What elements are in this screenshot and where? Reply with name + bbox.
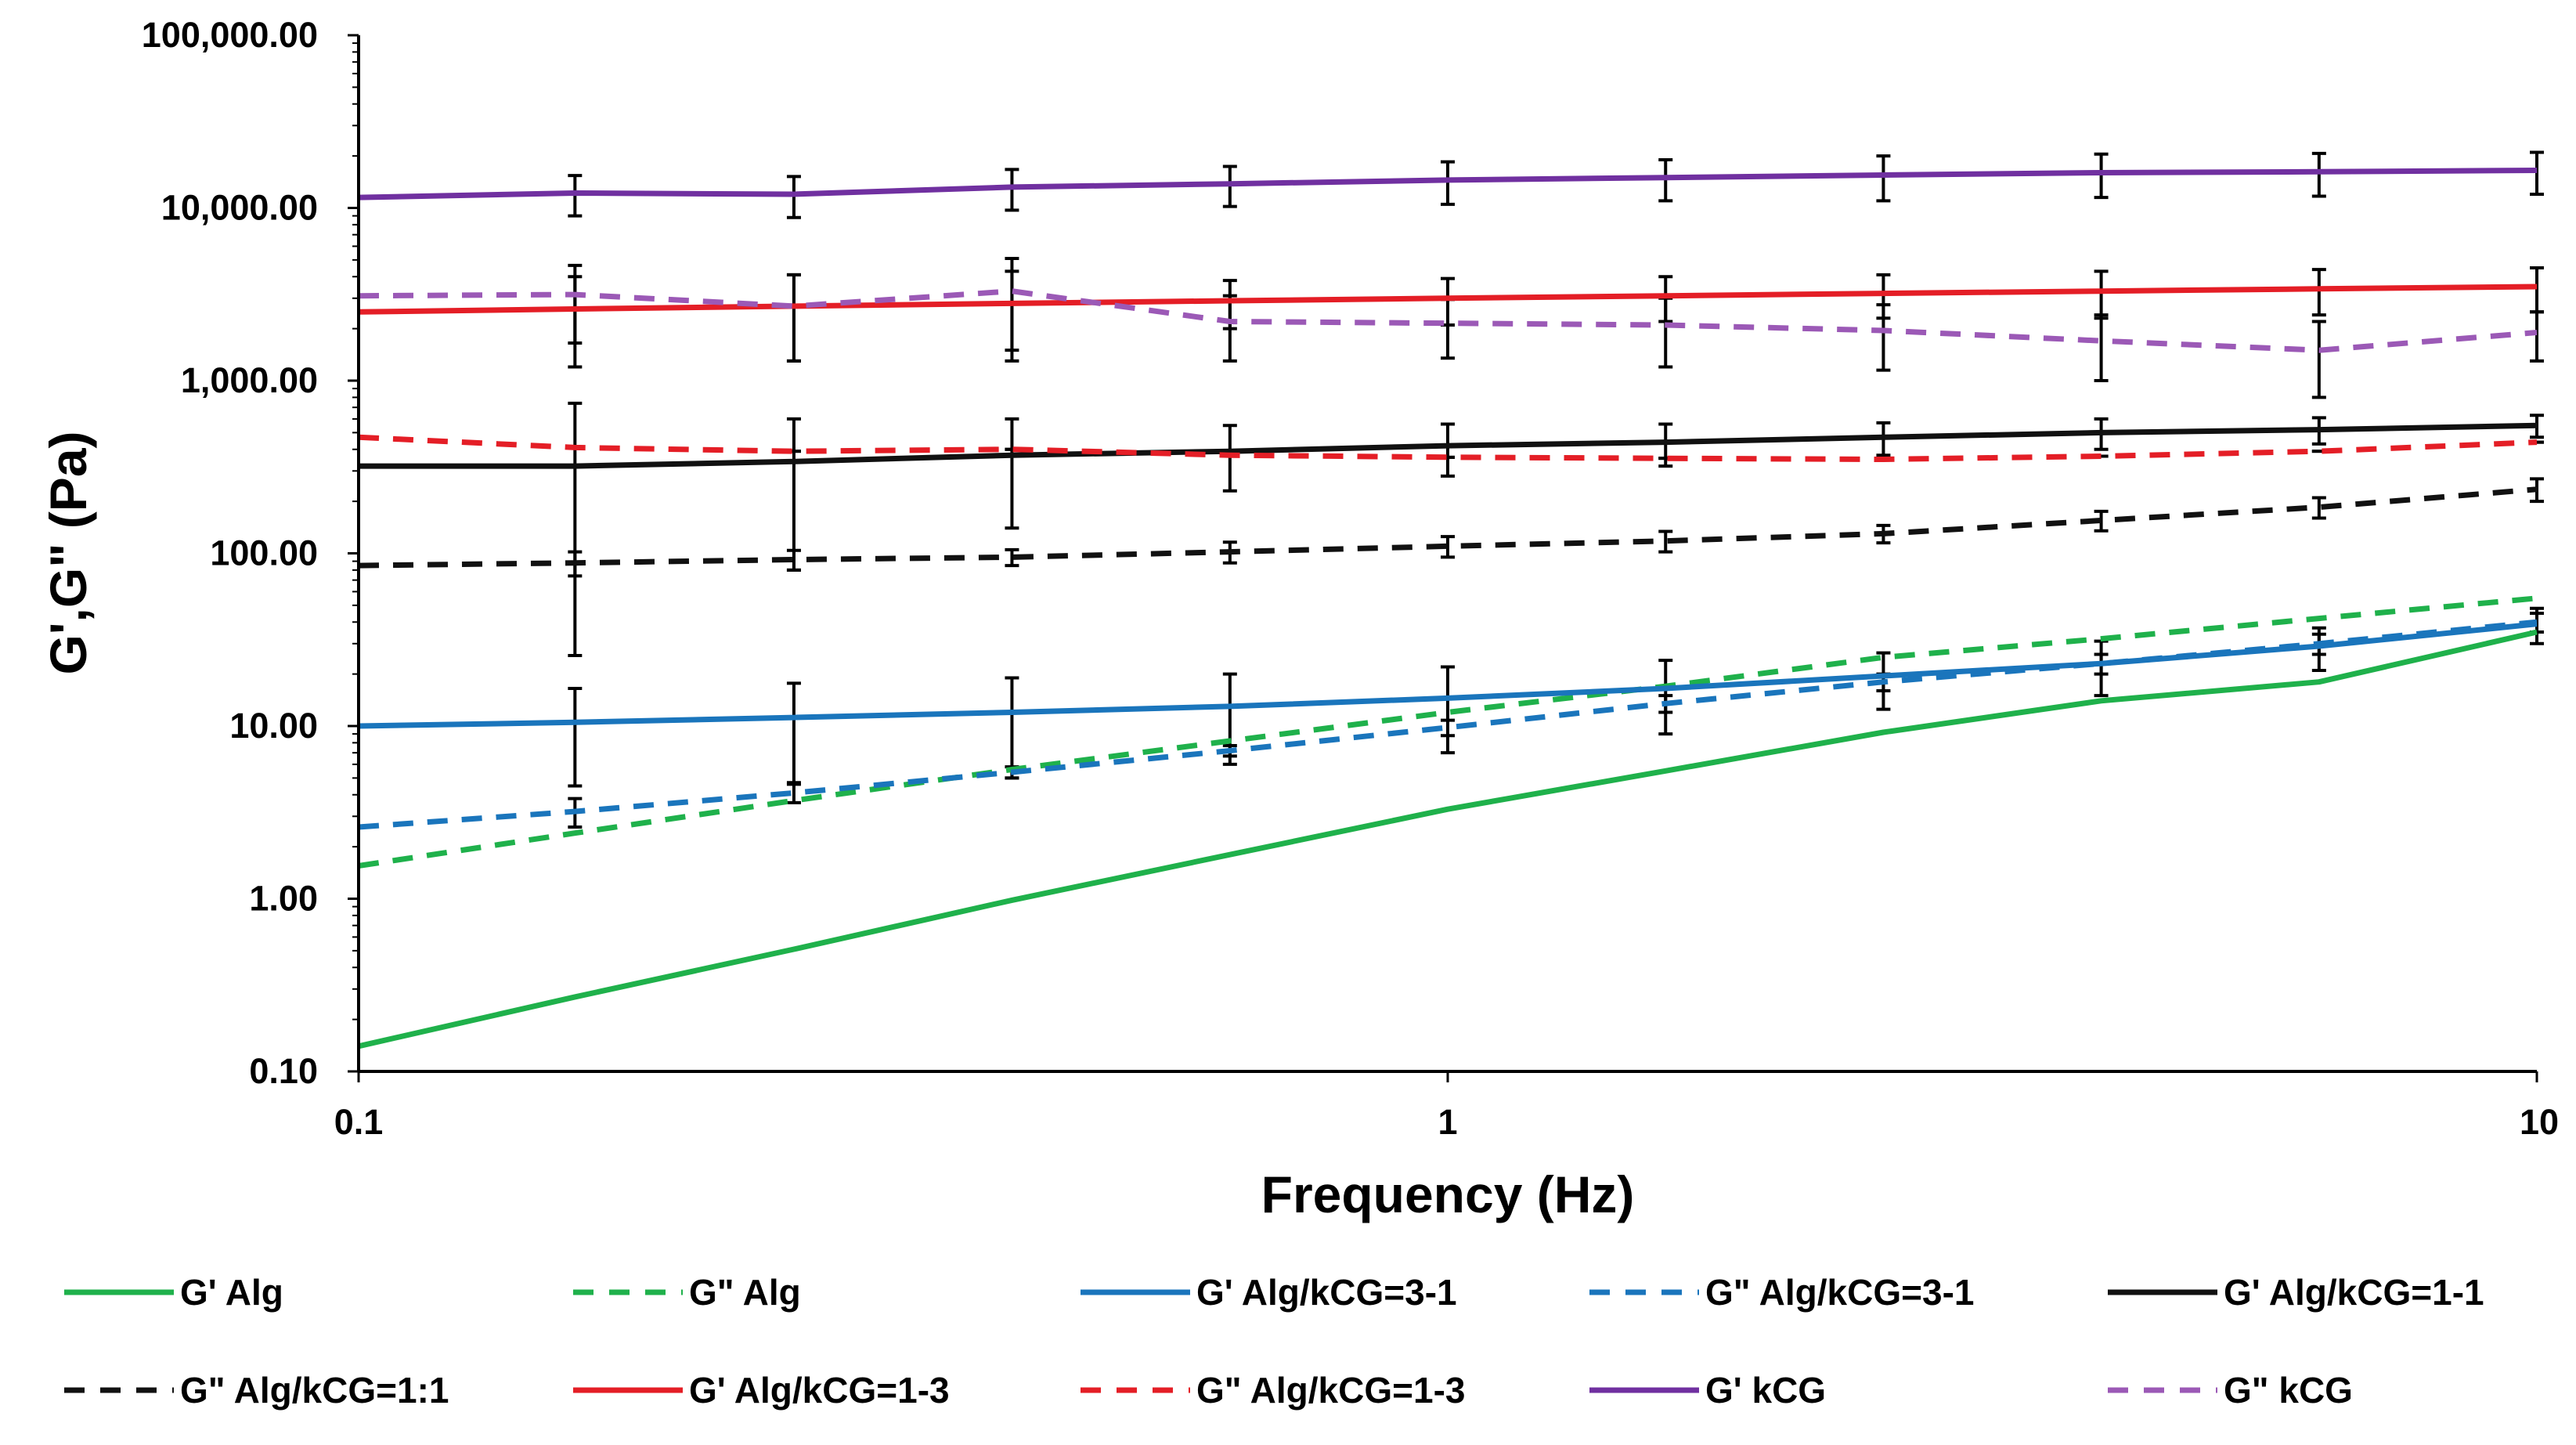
y-tick-label: 1,000.00 bbox=[181, 360, 318, 400]
error-bar bbox=[2094, 152, 2109, 200]
error-bar bbox=[2530, 310, 2544, 363]
error-bar bbox=[1441, 665, 1455, 755]
y-tick-label: 100.00 bbox=[210, 533, 318, 573]
error-bar bbox=[2094, 509, 2109, 533]
error-bar bbox=[1005, 547, 1019, 568]
x-tick-label: 10 bbox=[2520, 1102, 2559, 1142]
error-bar bbox=[2094, 269, 2109, 320]
series-line bbox=[358, 621, 2538, 729]
series-line bbox=[358, 619, 2538, 830]
legend-label: G" Alg/kCG=1:1 bbox=[180, 1370, 449, 1411]
legend-label: G' Alg/kCG=1-3 bbox=[689, 1370, 950, 1411]
legend-label: G" Alg/kCG=1-3 bbox=[1196, 1370, 1465, 1411]
error-bar bbox=[1441, 718, 1455, 738]
error-bar bbox=[2530, 150, 2544, 197]
series-line bbox=[358, 288, 2538, 353]
error-bar bbox=[568, 687, 583, 788]
series-line bbox=[358, 629, 2538, 1049]
legend-item: G' Alg/kCG=1-1 bbox=[2108, 1272, 2484, 1313]
x-tick-label: 0.1 bbox=[334, 1102, 384, 1142]
legend-item: G" kCG bbox=[2108, 1370, 2353, 1411]
error-bar bbox=[1441, 298, 1455, 360]
legend-item: G' Alg/kCG=1-3 bbox=[573, 1370, 950, 1411]
series-line bbox=[358, 284, 2538, 315]
error-bar bbox=[1005, 168, 1019, 212]
error-bar bbox=[1658, 529, 1673, 554]
y-axis-title: G',G" (Pa) bbox=[39, 431, 97, 674]
error-bar bbox=[1876, 154, 1891, 203]
error-bar bbox=[1005, 676, 1019, 780]
legend: G' Alg G" Alg G' Alg/kCG=3-1 G" Alg/kCG=3-1… bbox=[64, 1272, 2484, 1411]
error-bar bbox=[1005, 417, 1019, 530]
error-bar bbox=[2530, 266, 2544, 314]
error-bar bbox=[786, 175, 801, 219]
legend-label: G' Alg/kCG=3-1 bbox=[1196, 1272, 1457, 1313]
series-line bbox=[358, 168, 2538, 200]
x-axis-title: Frequency (Hz) bbox=[1261, 1165, 1635, 1223]
legend-label: G" Alg/kCG=3-1 bbox=[1705, 1272, 1974, 1313]
error-bar bbox=[568, 401, 583, 657]
legend-label: G' Alg/kCG=1-1 bbox=[2224, 1272, 2484, 1313]
legend-item: G' Alg bbox=[64, 1272, 283, 1313]
error-bar bbox=[1658, 158, 1673, 203]
legend-item: G' kCG bbox=[1589, 1370, 1826, 1411]
y-tick-label: 0.10 bbox=[249, 1051, 318, 1091]
y-tick-label: 10,000.00 bbox=[161, 188, 318, 228]
error-bars bbox=[568, 150, 2544, 829]
legend-item: G" Alg/kCG=1-3 bbox=[1081, 1370, 1465, 1411]
series-lines bbox=[358, 168, 2538, 1049]
error-bar bbox=[786, 548, 801, 572]
error-bar bbox=[1441, 535, 1455, 559]
error-bar bbox=[1876, 303, 1891, 372]
legend-label: G" kCG bbox=[2224, 1370, 2353, 1411]
error-bar bbox=[786, 273, 801, 363]
error-bar bbox=[786, 681, 801, 785]
error-bar bbox=[786, 782, 801, 804]
error-bar bbox=[2094, 313, 2109, 382]
y-tick-label: 1.00 bbox=[249, 879, 318, 919]
series-line bbox=[359, 422, 2538, 469]
legend-label: G" Alg bbox=[689, 1272, 801, 1313]
error-bar bbox=[786, 417, 801, 572]
error-bar bbox=[1222, 424, 1237, 493]
legend-item: G' Alg/kCG=3-1 bbox=[1081, 1272, 1457, 1313]
series-line bbox=[358, 595, 2538, 869]
legend-label: G' Alg bbox=[180, 1272, 283, 1313]
error-bar bbox=[2311, 496, 2326, 520]
legend-label: G' kCG bbox=[1705, 1370, 1826, 1411]
error-bar bbox=[2311, 320, 2326, 399]
y-tick-label: 100,000.00 bbox=[142, 15, 318, 55]
error-bar bbox=[1441, 422, 1455, 478]
legend-item: G" Alg/kCG=1:1 bbox=[64, 1370, 449, 1411]
y-tick-label: 10.00 bbox=[229, 706, 318, 746]
legend-item: G" Alg bbox=[573, 1272, 801, 1313]
error-bar bbox=[568, 263, 583, 345]
error-bar bbox=[2311, 268, 2326, 317]
ticks: 0.10 1.00 10.00 100.00 1,000.00 10,000.00 100,… bbox=[142, 15, 2559, 1142]
error-bar bbox=[1441, 160, 1455, 206]
error-bar bbox=[1658, 296, 1673, 369]
series-line bbox=[358, 486, 2538, 569]
error-bar bbox=[1222, 294, 1237, 363]
series-line bbox=[358, 434, 2538, 462]
x-tick-label: 1 bbox=[1438, 1102, 1457, 1142]
error-bar bbox=[2311, 151, 2326, 198]
legend-item: G" Alg/kCG=3-1 bbox=[1589, 1272, 1974, 1313]
